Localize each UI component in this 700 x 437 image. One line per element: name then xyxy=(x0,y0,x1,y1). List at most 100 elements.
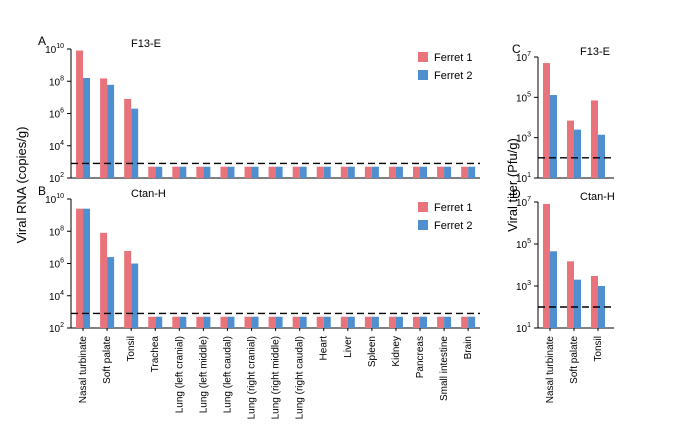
bar-ferret-1 xyxy=(567,261,574,328)
bar-ferret-2 xyxy=(83,208,91,328)
x-tick-label: Soft palate xyxy=(569,336,580,384)
bar-ferret-1 xyxy=(196,166,204,178)
y-tick-label: 1010 xyxy=(45,193,64,206)
bar-ferret-1 xyxy=(244,166,252,178)
bar-ferret-2 xyxy=(395,316,403,328)
panel-d: D Ctan-H 101 103 105 107 Nasal turbinate Soft p… xyxy=(512,187,615,403)
bar-ferret-2 xyxy=(107,84,115,178)
bar-ferret-2 xyxy=(550,95,557,178)
x-tick-label: Small intestine xyxy=(439,336,450,401)
y-tick-label: 105 xyxy=(516,91,531,104)
bar-ferret-2 xyxy=(251,316,259,328)
x-tick-label: Tonsil xyxy=(593,336,604,362)
bar-ferret-2 xyxy=(275,316,283,328)
bar-ferret-2 xyxy=(203,316,211,328)
y-tick-label: 102 xyxy=(49,172,64,185)
y-tick-label: 106 xyxy=(49,108,64,121)
x-tick-label: Lung (right cranial) xyxy=(247,336,258,419)
x-tick-label: Heart xyxy=(319,336,330,361)
bar-ferret-1 xyxy=(413,316,421,328)
bar-ferret-2 xyxy=(179,316,187,328)
bar-ferret-2 xyxy=(574,129,581,178)
y-tick-label: 108 xyxy=(49,225,64,238)
x-tick-label: Brain xyxy=(463,336,474,359)
bar-ferret-1 xyxy=(148,166,156,178)
panel-letter: A xyxy=(38,34,46,48)
x-tick-label: Liver xyxy=(343,335,354,357)
bar-ferret-1 xyxy=(268,316,276,328)
bar-ferret-2 xyxy=(107,257,115,328)
legend-swatch xyxy=(418,202,428,212)
y-tick-label: 105 xyxy=(516,238,531,251)
bar-ferret-2 xyxy=(371,166,379,178)
legend-label: Ferret 1 xyxy=(434,52,473,64)
bar-ferret-2 xyxy=(468,316,476,328)
bar-ferret-1 xyxy=(292,316,300,328)
bar-ferret-1 xyxy=(172,316,180,328)
y-axis-label-right: Viral titer (Pfu/g) xyxy=(505,138,520,232)
bar-ferret-2 xyxy=(550,251,557,328)
bar-ferret-2 xyxy=(131,108,139,178)
bar-ferret-1 xyxy=(364,166,372,178)
bar-ferret-2 xyxy=(227,166,235,178)
bar-ferret-2 xyxy=(598,286,605,328)
bar-ferret-1 xyxy=(268,166,276,178)
panel-title: F13-E xyxy=(580,46,610,58)
panel-c: C F13-E 101 103 105 107 xyxy=(512,42,614,185)
panel-title: Ctan-H xyxy=(131,188,166,200)
x-tick-label: Tonsil xyxy=(126,336,137,362)
bar-ferret-2 xyxy=(323,166,331,178)
bar-ferret-2 xyxy=(275,166,283,178)
bar-ferret-1 xyxy=(196,316,204,328)
y-tick-label: 107 xyxy=(516,51,531,64)
bar-ferret-1 xyxy=(76,208,84,328)
bar-ferret-1 xyxy=(591,100,598,178)
legend-swatch xyxy=(418,52,428,62)
bar-ferret-1 xyxy=(220,166,228,178)
bar-ferret-1 xyxy=(543,204,550,328)
bar-ferret-2 xyxy=(444,316,452,328)
bar-ferret-1 xyxy=(316,316,324,328)
legend-swatch xyxy=(418,220,428,230)
bar-ferret-1 xyxy=(100,232,108,328)
bar-ferret-1 xyxy=(461,166,469,178)
x-tick-label: Kidney xyxy=(391,336,402,367)
bar-ferret-2 xyxy=(83,77,91,178)
y-tick-label: 103 xyxy=(516,280,531,293)
bar-ferret-1 xyxy=(340,166,348,178)
bar-ferret-2 xyxy=(323,316,331,328)
x-tick-label: Nasal turbinate xyxy=(78,336,89,404)
bar-ferret-1 xyxy=(172,166,180,178)
y-tick-label: 101 xyxy=(516,172,531,185)
panel-title: Ctan-H xyxy=(580,191,615,203)
bar-ferret-2 xyxy=(598,134,605,178)
bar-ferret-2 xyxy=(444,166,452,178)
y-tick-label: 106 xyxy=(49,258,64,271)
y-axis-label-left: Viral RNA (copies/g) xyxy=(14,127,29,244)
x-tick-label: Lung (left caudal) xyxy=(222,336,233,413)
x-tick-label: Nasal turbinate xyxy=(545,336,556,404)
bar-ferret-2 xyxy=(155,166,163,178)
y-tick-label: 1010 xyxy=(45,43,64,56)
panel-letter: C xyxy=(512,42,521,56)
bar-ferret-2 xyxy=(347,316,355,328)
y-tick-label: 104 xyxy=(49,140,64,153)
bar-ferret-2 xyxy=(131,263,139,328)
bar-ferret-1 xyxy=(220,316,228,328)
bar-ferret-1 xyxy=(388,166,396,178)
bar-ferret-1 xyxy=(364,316,372,328)
bar-ferret-2 xyxy=(574,279,581,328)
x-tick-label: Spleen xyxy=(367,336,378,367)
x-tick-label: Lung (left cranial) xyxy=(174,336,185,413)
bar-ferret-1 xyxy=(292,166,300,178)
bar-ferret-2 xyxy=(203,166,211,178)
bar-ferret-2 xyxy=(395,166,403,178)
bar-ferret-1 xyxy=(591,275,598,328)
legend-label: Ferret 1 xyxy=(434,202,473,214)
bar-ferret-1 xyxy=(413,166,421,178)
bar-ferret-1 xyxy=(388,316,396,328)
x-tick-label: Lung (right middle) xyxy=(271,336,282,419)
y-tick-label: 102 xyxy=(49,322,64,335)
bar-ferret-1 xyxy=(567,120,574,178)
